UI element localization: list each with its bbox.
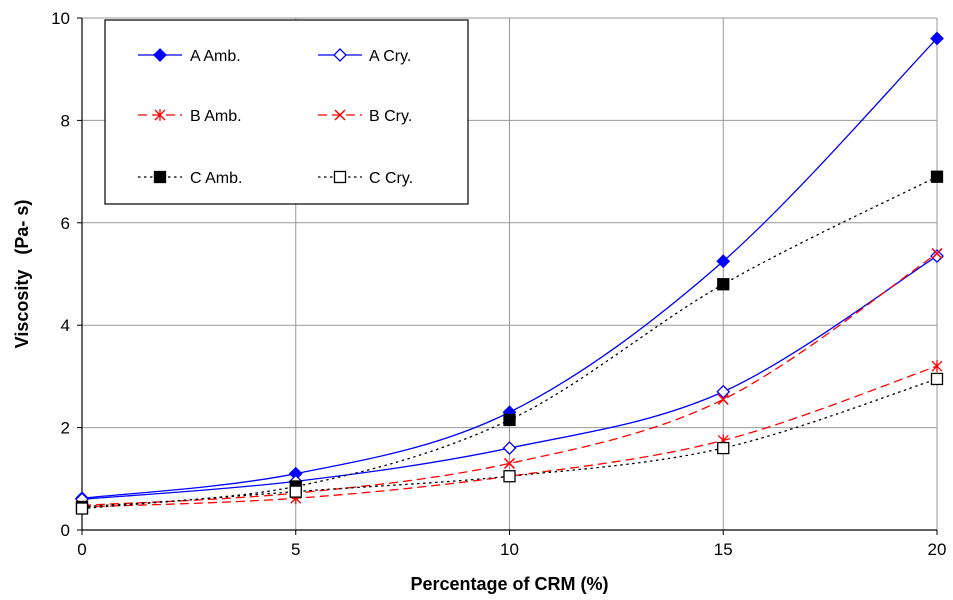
y-axis-title: Viscosity (Pa- s) bbox=[12, 200, 32, 349]
y-tick-label: 4 bbox=[61, 316, 70, 335]
x-axis-title: Percentage of CRM (%) bbox=[410, 574, 608, 594]
data-point bbox=[717, 393, 729, 405]
tick-labels: 0 5 10 15 20 0 2 4 6 8 10 bbox=[51, 9, 946, 559]
data-point bbox=[930, 170, 944, 183]
y-tick-label: 6 bbox=[61, 214, 70, 233]
series-line bbox=[81, 252, 938, 507]
legend-label: B Amb. bbox=[190, 108, 242, 125]
legend-entry: B Cry. bbox=[318, 108, 412, 125]
data-point bbox=[503, 457, 516, 469]
legend-marker bbox=[333, 48, 347, 62]
data-point bbox=[930, 31, 944, 46]
legend-marker bbox=[333, 170, 347, 184]
legend-label: A Amb. bbox=[190, 48, 241, 65]
y-tick-label: 0 bbox=[61, 521, 70, 540]
legend-label: C Amb. bbox=[190, 170, 242, 187]
data-point bbox=[75, 502, 89, 515]
y-tick-label: 8 bbox=[61, 111, 70, 130]
x-tick-label: 20 bbox=[928, 540, 947, 559]
data-point bbox=[717, 441, 730, 455]
data-point bbox=[930, 372, 944, 386]
data-point bbox=[289, 485, 302, 498]
series-0 bbox=[75, 31, 944, 506]
legend-entry: A Amb. bbox=[138, 48, 241, 65]
data-point bbox=[930, 249, 944, 263]
legend-entry: C Amb. bbox=[138, 170, 242, 187]
series-line bbox=[81, 38, 938, 499]
series-1 bbox=[75, 249, 944, 507]
grid bbox=[81, 17, 938, 531]
legend-marker bbox=[153, 48, 167, 62]
x-tick-label: 0 bbox=[77, 540, 86, 559]
legend-entry: A Cry. bbox=[318, 48, 411, 65]
data-point bbox=[503, 413, 516, 427]
legend-entry: C Cry. bbox=[318, 170, 413, 187]
x-tick-label: 5 bbox=[291, 540, 300, 559]
legend-marker bbox=[153, 170, 167, 184]
legend-label: C Cry. bbox=[369, 170, 413, 187]
data-point bbox=[716, 254, 731, 269]
x-tick-label: 15 bbox=[714, 540, 733, 559]
series-5 bbox=[75, 372, 944, 515]
data-point bbox=[503, 470, 516, 483]
legend-marker bbox=[154, 109, 166, 121]
legend-label: B Cry. bbox=[369, 108, 412, 125]
data-point bbox=[716, 384, 731, 399]
data-point bbox=[931, 247, 943, 260]
legend-marker bbox=[334, 109, 346, 121]
series-group bbox=[75, 31, 944, 515]
data-point bbox=[931, 360, 943, 373]
y-tick-label: 2 bbox=[61, 419, 70, 438]
axes bbox=[77, 17, 938, 535]
x-tick-label: 10 bbox=[500, 540, 519, 559]
data-point bbox=[717, 278, 730, 291]
legend-entry: B Amb. bbox=[138, 108, 242, 125]
data-point bbox=[502, 441, 517, 455]
y-tick-label: 10 bbox=[51, 9, 70, 28]
legend: A Amb. A Cry. B Amb. B Cry. C Amb. C Cry. bbox=[104, 19, 469, 205]
legend-label: A Cry. bbox=[369, 48, 411, 65]
